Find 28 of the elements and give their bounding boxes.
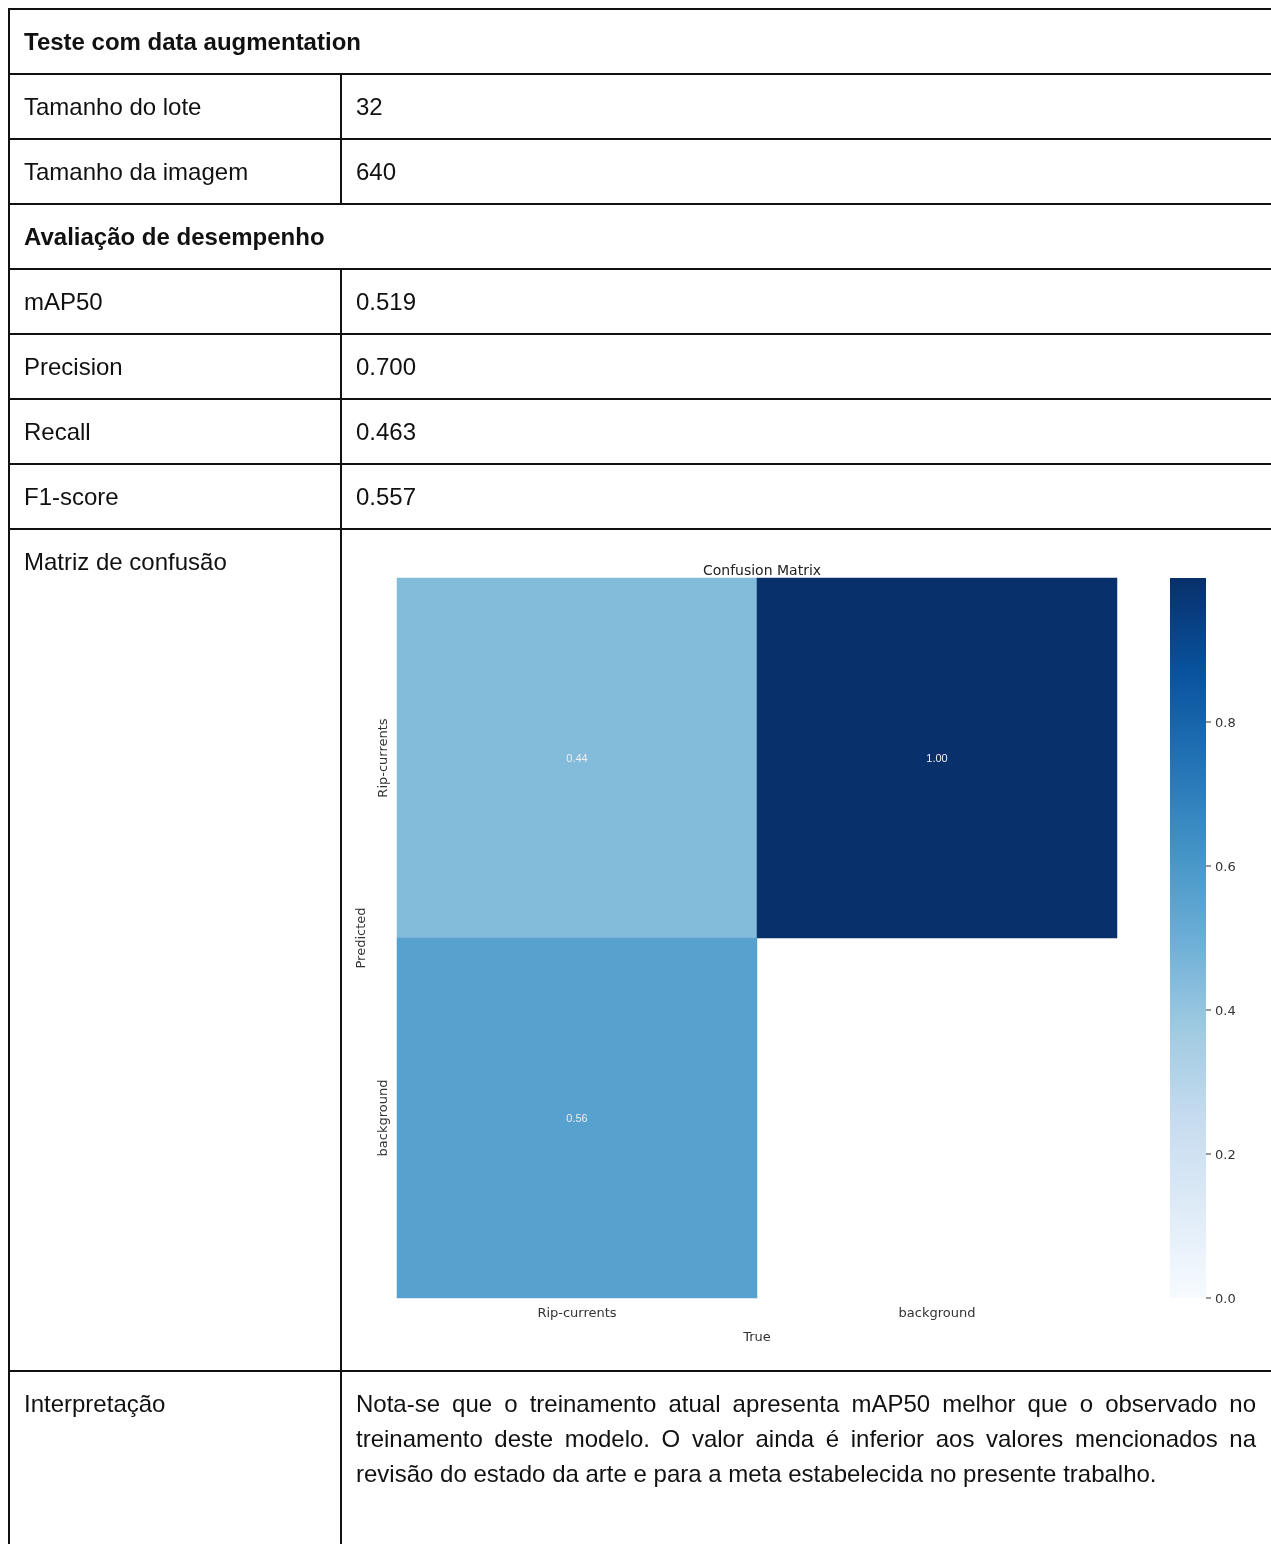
text: 0.519 bbox=[341, 269, 1271, 334]
text: Teste com data augmentation bbox=[9, 9, 1271, 74]
color-bar-label: 0.8 bbox=[1215, 714, 1236, 730]
text: Recall bbox=[9, 399, 341, 464]
text: 640 bbox=[341, 139, 1271, 204]
color-bar-label: 0.6 bbox=[1215, 858, 1236, 874]
text: Interpretação bbox=[9, 1371, 341, 1544]
data-label: 0.56 bbox=[566, 1112, 588, 1124]
text: 32 bbox=[341, 74, 1271, 139]
text: Precision bbox=[9, 334, 341, 399]
color-bar-label: 0.0 bbox=[1215, 1290, 1236, 1306]
color-bar-label: 0.4 bbox=[1215, 1002, 1236, 1018]
text: 0.463 bbox=[341, 399, 1271, 464]
text: 0.557 bbox=[341, 464, 1271, 529]
text: Tamanho da imagem bbox=[9, 139, 341, 204]
x-axis-title: True bbox=[742, 1329, 771, 1344]
text: F1-score bbox=[9, 464, 341, 529]
text: Nota-se que o treinamento atual apresenta mAP50 melhor que o observado no treinamento deste modelo. O valor ainda é inferior aos valores mencionados na revisão do estado da arte e para a meta estabelecida no presente trabalho. bbox=[341, 1371, 1271, 1544]
chart-title: Confusion Matrix bbox=[702, 562, 822, 578]
y-axis-title: Predicted bbox=[353, 907, 368, 969]
data-label: 1.00 bbox=[926, 752, 948, 764]
text: mAP50 bbox=[9, 269, 341, 334]
color-bar-label: 0.2 bbox=[1215, 1146, 1236, 1162]
text: Matriz de confusão bbox=[9, 529, 341, 1371]
text: Tamanho do lote bbox=[9, 74, 341, 139]
text: Avaliação de desempenho bbox=[9, 204, 1271, 269]
data-label: 0.44 bbox=[566, 752, 588, 764]
text: 0.700 bbox=[341, 334, 1271, 399]
